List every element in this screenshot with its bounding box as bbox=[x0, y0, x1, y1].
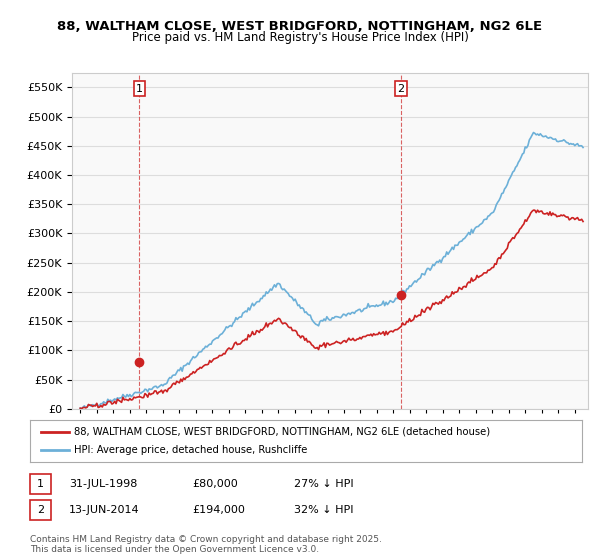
Text: 88, WALTHAM CLOSE, WEST BRIDGFORD, NOTTINGHAM, NG2 6LE: 88, WALTHAM CLOSE, WEST BRIDGFORD, NOTTI… bbox=[58, 20, 542, 32]
Text: 1: 1 bbox=[136, 83, 143, 94]
Text: 32% ↓ HPI: 32% ↓ HPI bbox=[294, 505, 353, 515]
Text: 88, WALTHAM CLOSE, WEST BRIDGFORD, NOTTINGHAM, NG2 6LE (detached house): 88, WALTHAM CLOSE, WEST BRIDGFORD, NOTTI… bbox=[74, 427, 490, 437]
Text: HPI: Average price, detached house, Rushcliffe: HPI: Average price, detached house, Rush… bbox=[74, 445, 308, 455]
Text: 13-JUN-2014: 13-JUN-2014 bbox=[69, 505, 140, 515]
Text: £80,000: £80,000 bbox=[192, 479, 238, 489]
Text: 1: 1 bbox=[37, 479, 44, 489]
Text: 2: 2 bbox=[397, 83, 404, 94]
Text: Price paid vs. HM Land Registry's House Price Index (HPI): Price paid vs. HM Land Registry's House … bbox=[131, 31, 469, 44]
Text: £194,000: £194,000 bbox=[192, 505, 245, 515]
Text: Contains HM Land Registry data © Crown copyright and database right 2025.
This d: Contains HM Land Registry data © Crown c… bbox=[30, 535, 382, 554]
Text: 2: 2 bbox=[37, 505, 44, 515]
Text: 27% ↓ HPI: 27% ↓ HPI bbox=[294, 479, 353, 489]
Text: 31-JUL-1998: 31-JUL-1998 bbox=[69, 479, 137, 489]
